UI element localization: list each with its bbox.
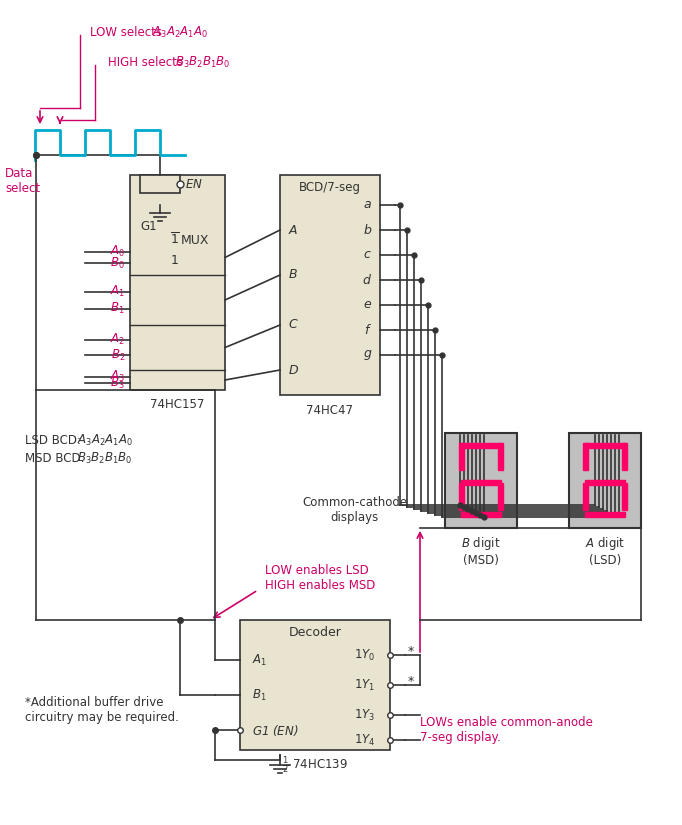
Text: $B_1$: $B_1$ <box>252 687 267 703</box>
Text: $g$: $g$ <box>363 348 372 362</box>
Text: $C$: $C$ <box>288 318 299 332</box>
Text: $B_0$: $B_0$ <box>110 256 125 271</box>
Text: G1 ($EN$): G1 ($EN$) <box>252 723 299 738</box>
Text: *: * <box>408 645 414 658</box>
Text: HIGH selects: HIGH selects <box>108 55 187 68</box>
Text: $B$ digit
(MSD): $B$ digit (MSD) <box>461 535 501 567</box>
Text: $B_2$: $B_2$ <box>110 347 125 363</box>
Text: $A_0$: $A_0$ <box>110 244 125 259</box>
Text: $a$: $a$ <box>363 199 372 211</box>
Text: $f$: $f$ <box>364 323 372 337</box>
Text: $b$: $b$ <box>363 223 372 237</box>
Text: 74HC47: 74HC47 <box>306 403 353 417</box>
Text: Data
select: Data select <box>5 167 40 195</box>
Text: $1Y_3$: $1Y_3$ <box>354 708 375 723</box>
Bar <box>240 620 390 750</box>
Text: $A$: $A$ <box>288 224 298 237</box>
Bar <box>459 483 464 510</box>
Text: LOW selects: LOW selects <box>90 26 166 39</box>
Text: LSD BCD:: LSD BCD: <box>25 433 85 446</box>
Text: LOWs enable common-anode
7-seg display.: LOWs enable common-anode 7-seg display. <box>420 716 593 744</box>
Text: $B$: $B$ <box>288 268 298 281</box>
Bar <box>582 483 588 510</box>
Bar <box>622 442 627 470</box>
Text: $A_1$: $A_1$ <box>252 653 267 667</box>
Text: $e$: $e$ <box>363 299 372 312</box>
Text: MSD BCD:: MSD BCD: <box>25 451 89 464</box>
Text: $A_3A_2A_1A_0$: $A_3A_2A_1A_0$ <box>152 25 208 40</box>
Bar <box>280 175 380 395</box>
Text: $A$ digit
(LSD): $A$ digit (LSD) <box>585 535 625 567</box>
Text: $\overline{1}$: $\overline{1}$ <box>170 233 180 248</box>
Text: $1Y_4$: $1Y_4$ <box>353 733 375 747</box>
Text: *: * <box>408 676 414 689</box>
Text: $A_3$: $A_3$ <box>110 369 125 384</box>
Text: Decoder: Decoder <box>288 625 342 639</box>
Text: LOW enables LSD
HIGH enables MSD: LOW enables LSD HIGH enables MSD <box>265 564 375 592</box>
Text: G1: G1 <box>140 220 157 233</box>
Bar <box>569 432 641 527</box>
Text: $B_3B_2B_1B_0$: $B_3B_2B_1B_0$ <box>175 54 231 69</box>
Text: *Additional buffer drive
circuitry may be required.: *Additional buffer drive circuitry may b… <box>25 696 179 724</box>
Bar <box>445 432 517 527</box>
Bar <box>459 442 464 470</box>
Text: $1Y_0$: $1Y_0$ <box>354 648 375 662</box>
Text: BCD/7-seg: BCD/7-seg <box>299 181 361 194</box>
Bar <box>461 480 501 485</box>
Text: $c$: $c$ <box>364 248 372 262</box>
Bar <box>140 175 180 193</box>
Bar <box>582 442 588 470</box>
Text: $\frac{1}{2}$ 74HC139: $\frac{1}{2}$ 74HC139 <box>282 754 348 776</box>
Bar <box>130 175 225 390</box>
Text: 74HC157: 74HC157 <box>150 398 205 412</box>
Text: $A_1$: $A_1$ <box>110 284 125 299</box>
Bar <box>499 442 503 470</box>
Text: 1: 1 <box>171 253 179 266</box>
Text: $EN$: $EN$ <box>185 177 203 191</box>
Text: $1Y_1$: $1Y_1$ <box>354 677 375 692</box>
Bar <box>622 483 627 510</box>
Text: $d$: $d$ <box>362 273 372 287</box>
Text: $B_3$: $B_3$ <box>110 376 125 391</box>
Text: MUX: MUX <box>181 233 209 247</box>
Text: $A_2$: $A_2$ <box>110 332 125 347</box>
Bar <box>461 442 501 447</box>
Text: Common-cathode
displays: Common-cathode displays <box>302 496 408 524</box>
Bar <box>585 512 625 516</box>
Text: $B_1$: $B_1$ <box>110 301 125 316</box>
Bar <box>585 480 625 485</box>
Bar <box>499 483 503 510</box>
Bar <box>585 442 625 447</box>
Text: $D$: $D$ <box>288 364 299 376</box>
Text: $A_3A_2A_1A_0$: $A_3A_2A_1A_0$ <box>77 432 133 447</box>
Text: $B_3B_2B_1B_0$: $B_3B_2B_1B_0$ <box>77 450 132 465</box>
Bar <box>461 512 501 516</box>
